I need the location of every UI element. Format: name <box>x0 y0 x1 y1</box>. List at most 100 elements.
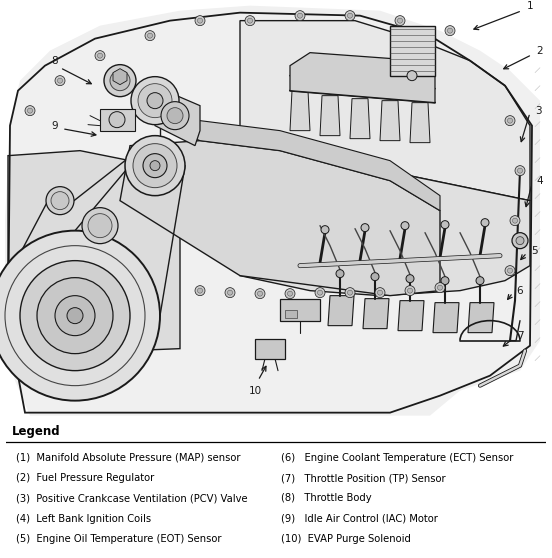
Circle shape <box>315 287 325 297</box>
Circle shape <box>407 71 417 81</box>
Text: 7: 7 <box>517 331 523 340</box>
Text: 8: 8 <box>52 56 59 66</box>
Circle shape <box>438 285 443 290</box>
Circle shape <box>225 287 235 297</box>
Circle shape <box>245 16 255 26</box>
Text: Legend: Legend <box>12 425 61 438</box>
Circle shape <box>298 13 302 18</box>
Polygon shape <box>350 99 370 138</box>
Text: 5: 5 <box>532 246 538 256</box>
Circle shape <box>147 93 163 109</box>
Circle shape <box>20 261 130 371</box>
Circle shape <box>67 307 83 324</box>
Text: (3)  Positive Crankcase Ventilation (PCV) Valve: (3) Positive Crankcase Ventilation (PCV)… <box>17 493 248 503</box>
Polygon shape <box>433 302 459 333</box>
Circle shape <box>198 18 203 23</box>
Circle shape <box>161 102 189 129</box>
Circle shape <box>138 84 172 118</box>
Circle shape <box>397 18 402 23</box>
Circle shape <box>505 116 515 126</box>
Circle shape <box>515 166 525 176</box>
Circle shape <box>46 186 74 215</box>
Circle shape <box>25 105 35 116</box>
Circle shape <box>445 26 455 36</box>
Circle shape <box>55 296 95 336</box>
Polygon shape <box>5 6 540 416</box>
Circle shape <box>336 270 344 278</box>
Polygon shape <box>290 90 310 131</box>
Polygon shape <box>380 100 400 141</box>
Circle shape <box>507 118 512 123</box>
Text: (4)  Left Bank Ignition Coils: (4) Left Bank Ignition Coils <box>17 514 151 524</box>
Text: 2: 2 <box>537 46 543 56</box>
Circle shape <box>288 291 293 296</box>
Circle shape <box>37 278 113 354</box>
Circle shape <box>51 191 69 210</box>
Text: (1)  Manifold Absolute Pressure (MAP) sensor: (1) Manifold Absolute Pressure (MAP) sen… <box>17 453 241 463</box>
Circle shape <box>406 275 414 283</box>
Circle shape <box>55 76 65 85</box>
Polygon shape <box>290 52 435 103</box>
Circle shape <box>481 219 489 227</box>
Circle shape <box>512 233 528 249</box>
Circle shape <box>95 51 105 61</box>
Circle shape <box>448 28 453 33</box>
Circle shape <box>98 53 103 58</box>
Circle shape <box>125 136 185 196</box>
Bar <box>285 310 297 318</box>
Circle shape <box>405 286 415 296</box>
Text: 9: 9 <box>52 121 59 131</box>
Bar <box>280 299 320 321</box>
Circle shape <box>195 286 205 296</box>
Circle shape <box>361 224 369 232</box>
Circle shape <box>441 277 449 285</box>
Circle shape <box>198 288 203 293</box>
Text: 4: 4 <box>537 176 543 186</box>
Polygon shape <box>363 299 389 329</box>
Polygon shape <box>410 103 430 143</box>
Polygon shape <box>320 95 340 136</box>
Circle shape <box>317 290 322 295</box>
Text: (10)  EVAP Purge Solenoid: (10) EVAP Purge Solenoid <box>282 534 411 544</box>
Circle shape <box>167 108 183 124</box>
Circle shape <box>88 214 112 238</box>
Text: (5)  Engine Oil Temperature (EOT) Sensor: (5) Engine Oil Temperature (EOT) Sensor <box>17 534 222 544</box>
Text: (7)   Throttle Position (TP) Sensor: (7) Throttle Position (TP) Sensor <box>282 473 446 483</box>
Circle shape <box>195 16 205 26</box>
Polygon shape <box>328 296 354 326</box>
Circle shape <box>227 290 232 295</box>
Circle shape <box>378 290 383 295</box>
Polygon shape <box>113 69 127 85</box>
Text: 6: 6 <box>517 286 523 296</box>
Circle shape <box>512 218 518 223</box>
Polygon shape <box>240 141 530 296</box>
Circle shape <box>82 208 118 244</box>
Text: (9)   Idle Air Control (IAC) Motor: (9) Idle Air Control (IAC) Motor <box>282 514 438 524</box>
Polygon shape <box>155 90 200 146</box>
Text: 10: 10 <box>248 386 262 396</box>
Circle shape <box>295 11 305 21</box>
Bar <box>390 26 435 76</box>
Circle shape <box>255 288 265 299</box>
Circle shape <box>257 291 263 296</box>
Polygon shape <box>240 21 530 201</box>
Circle shape <box>375 287 385 297</box>
Polygon shape <box>120 141 440 296</box>
Circle shape <box>133 143 177 187</box>
Circle shape <box>476 277 484 285</box>
Polygon shape <box>155 105 440 210</box>
Circle shape <box>110 71 130 90</box>
Text: (8)   Throttle Body: (8) Throttle Body <box>282 493 372 503</box>
Polygon shape <box>468 302 494 333</box>
Circle shape <box>518 168 523 173</box>
Circle shape <box>516 237 524 244</box>
Text: (6)   Engine Coolant Temperature (ECT) Sensor: (6) Engine Coolant Temperature (ECT) Sen… <box>282 453 514 463</box>
Circle shape <box>441 220 449 229</box>
Bar <box>100 109 135 131</box>
Circle shape <box>321 225 329 234</box>
Circle shape <box>345 11 355 21</box>
Polygon shape <box>398 301 424 331</box>
Circle shape <box>401 222 409 230</box>
Circle shape <box>435 283 445 292</box>
Circle shape <box>150 161 160 171</box>
